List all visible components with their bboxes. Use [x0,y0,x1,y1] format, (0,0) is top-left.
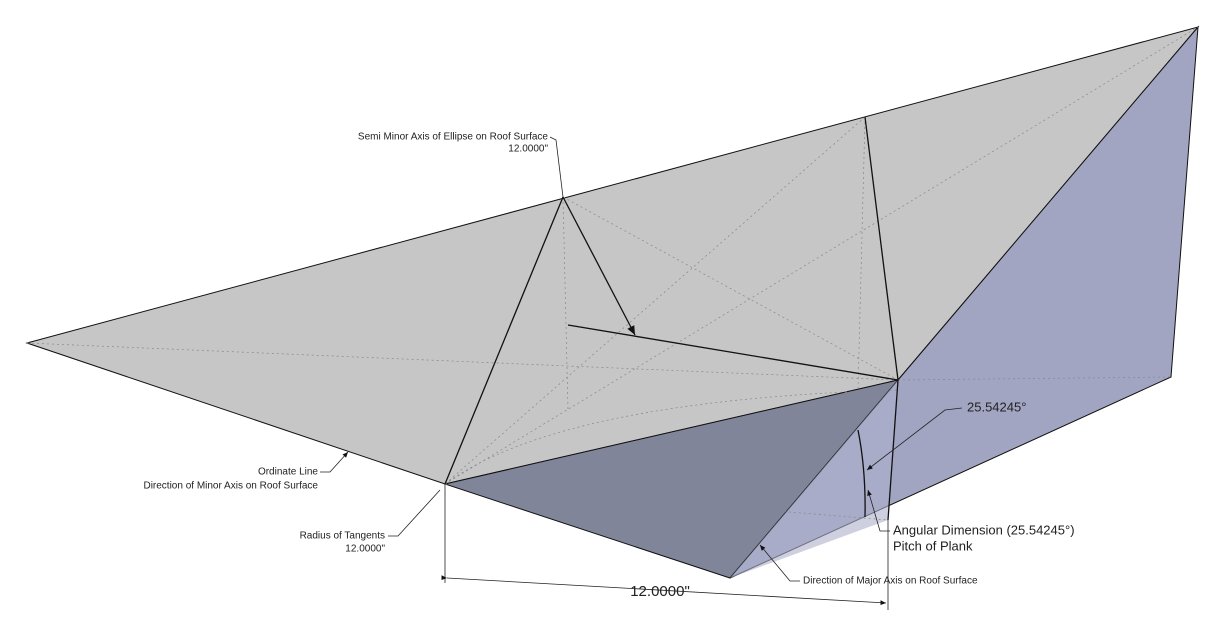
dimension-label: 12.0000" [630,583,690,600]
label: Semi Minor Axis of Ellipse on Roof Surfa… [358,132,549,143]
label: 25.54245° [967,399,1026,414]
dimension [441,484,889,610]
label: Pitch of Plank [893,538,973,553]
hidden-lines [26,26,1199,521]
label: Ordinate Line [258,467,318,478]
label: Radius of Tangents [300,531,385,542]
label: Direction of Minor Axis on Roof Surface [143,481,318,492]
light-face [730,380,898,578]
label: 12.0000" [345,544,385,555]
label: Direction of Major Axis on Roof Surface [803,576,978,587]
edges [444,116,899,521]
label: 12.0000" [508,144,548,155]
label: Angular Dimension (25.54245°) [893,522,1075,537]
leaders [320,136,963,582]
